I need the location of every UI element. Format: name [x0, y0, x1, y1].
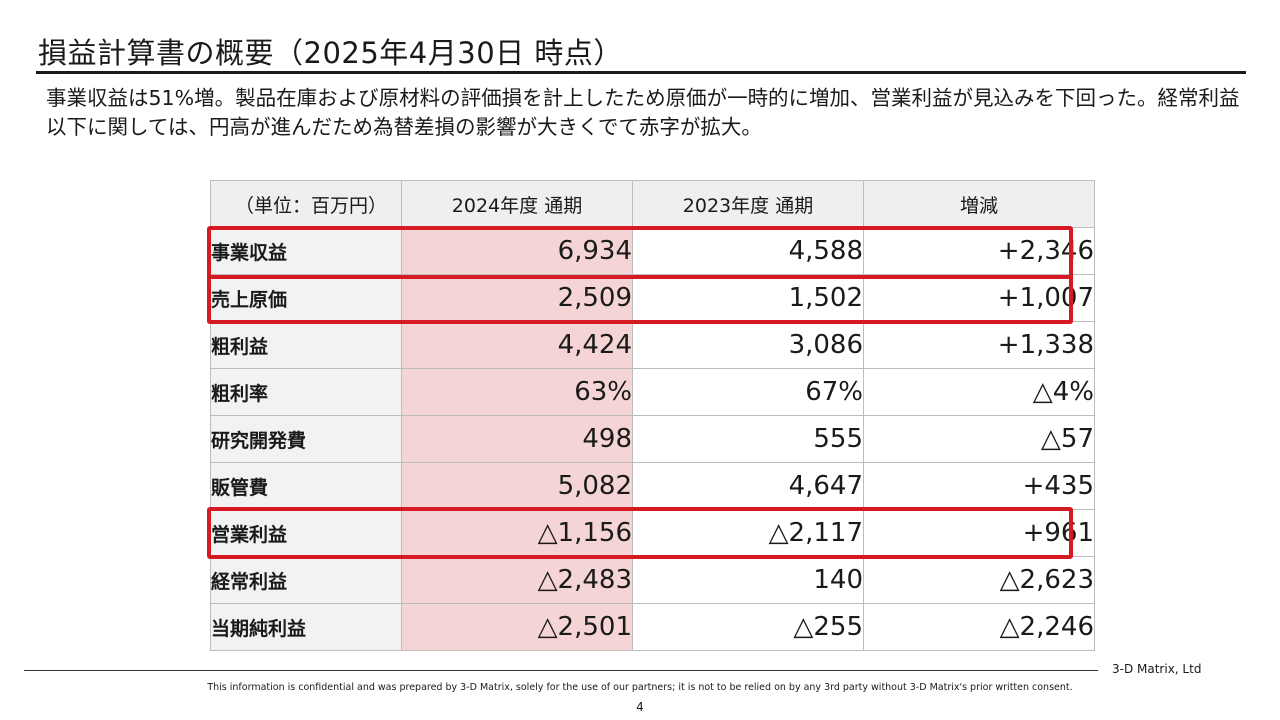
table-row: 当期純利益 △2,501 △255 △2,246 — [210, 603, 1095, 651]
table-row: 粗利益 4,424 3,086 +1,338 — [210, 321, 1095, 369]
value-fy2024: △1,156 — [401, 509, 633, 557]
value-fy2023: 4,588 — [632, 227, 864, 275]
header-fy2024: 2024年度 通期 — [401, 180, 633, 228]
footer-divider — [24, 670, 1098, 671]
row-label: 粗利率 — [210, 368, 402, 416]
value-fy2024: 2,509 — [401, 274, 633, 322]
value-fy2024: △2,483 — [401, 556, 633, 604]
table-row: 販管費 5,082 4,647 +435 — [210, 462, 1095, 510]
table-row: 粗利率 63% 67% △4% — [210, 368, 1095, 416]
row-label: 販管費 — [210, 462, 402, 510]
income-statement-table: （単位：百万円） 2024年度 通期 2023年度 通期 増減 事業収益 6,9… — [210, 180, 1095, 651]
unit-label: （単位：百万円） — [210, 180, 402, 228]
value-fy2023: 3,086 — [632, 321, 864, 369]
value-fy2023: 67% — [632, 368, 864, 416]
title-divider — [36, 71, 1246, 74]
value-change: +961 — [863, 509, 1095, 557]
table-row: 研究開発費 498 555 △57 — [210, 415, 1095, 463]
row-label: 事業収益 — [210, 227, 402, 275]
value-fy2024: △2,501 — [401, 603, 633, 651]
value-change: +1,338 — [863, 321, 1095, 369]
confidentiality-notice: This information is confidential and was… — [207, 682, 1073, 693]
header-change: 増減 — [863, 180, 1095, 228]
value-change: △57 — [863, 415, 1095, 463]
header-fy2023: 2023年度 通期 — [632, 180, 864, 228]
value-change: △4% — [863, 368, 1095, 416]
page-number: 4 — [636, 700, 644, 714]
value-fy2023: △2,117 — [632, 509, 864, 557]
value-change: △2,246 — [863, 603, 1095, 651]
table-row: 営業利益 △1,156 △2,117 +961 — [210, 509, 1095, 557]
value-fy2024: 5,082 — [401, 462, 633, 510]
row-label: 粗利益 — [210, 321, 402, 369]
value-change: △2,623 — [863, 556, 1095, 604]
table-row: 事業収益 6,934 4,588 +2,346 — [210, 227, 1095, 275]
page-title: 損益計算書の概要（2025年4月30日 時点） — [38, 36, 623, 70]
value-fy2023: 1,502 — [632, 274, 864, 322]
value-fy2024: 4,424 — [401, 321, 633, 369]
row-label: 営業利益 — [210, 509, 402, 557]
company-name: 3-D Matrix, Ltd — [1112, 662, 1202, 676]
row-label: 当期純利益 — [210, 603, 402, 651]
value-fy2023: 140 — [632, 556, 864, 604]
row-label: 研究開発費 — [210, 415, 402, 463]
value-fy2024: 498 — [401, 415, 633, 463]
value-change: +2,346 — [863, 227, 1095, 275]
row-label: 経常利益 — [210, 556, 402, 604]
value-fy2023: 555 — [632, 415, 864, 463]
value-fy2024: 6,934 — [401, 227, 633, 275]
value-fy2023: △255 — [632, 603, 864, 651]
summary-text: 事業収益は51%増。製品在庫および原材料の評価損を計上したため原価が一時的に増加… — [46, 86, 1240, 139]
table-header-row: （単位：百万円） 2024年度 通期 2023年度 通期 増減 — [210, 180, 1095, 228]
value-fy2024: 63% — [401, 368, 633, 416]
value-fy2023: 4,647 — [632, 462, 864, 510]
value-change: +435 — [863, 462, 1095, 510]
table-row: 経常利益 △2,483 140 △2,623 — [210, 556, 1095, 604]
row-label: 売上原価 — [210, 274, 402, 322]
table-row: 売上原価 2,509 1,502 +1,007 — [210, 274, 1095, 322]
value-change: +1,007 — [863, 274, 1095, 322]
